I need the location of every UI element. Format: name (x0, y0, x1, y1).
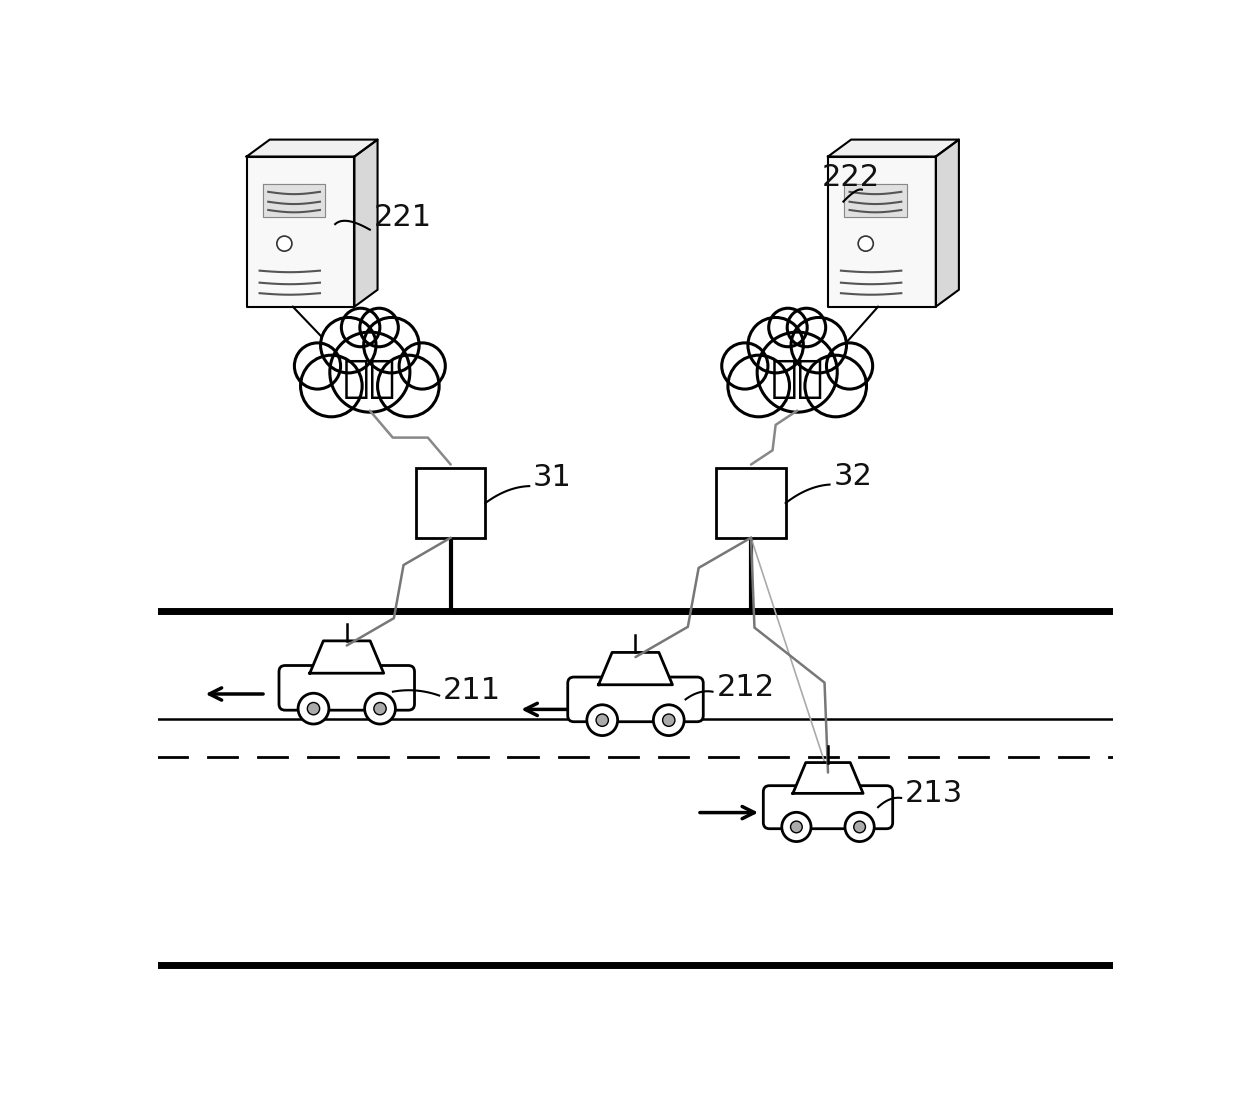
Circle shape (748, 317, 804, 373)
Text: 222: 222 (822, 162, 880, 191)
Circle shape (373, 703, 386, 715)
Circle shape (300, 355, 362, 417)
Circle shape (399, 342, 445, 389)
Circle shape (769, 308, 807, 347)
Circle shape (330, 332, 410, 413)
Circle shape (277, 236, 291, 251)
Text: 31: 31 (533, 463, 572, 493)
Circle shape (826, 342, 873, 389)
Circle shape (341, 308, 379, 347)
FancyBboxPatch shape (568, 677, 703, 722)
Polygon shape (247, 140, 377, 157)
Circle shape (858, 236, 873, 251)
Polygon shape (247, 157, 355, 307)
Circle shape (791, 317, 847, 373)
Text: 221: 221 (373, 202, 432, 231)
Text: 32: 32 (833, 461, 872, 490)
Polygon shape (844, 183, 906, 217)
Circle shape (791, 821, 802, 833)
Circle shape (377, 355, 439, 417)
Polygon shape (599, 653, 672, 685)
Text: 网络: 网络 (343, 357, 397, 400)
Polygon shape (936, 140, 959, 307)
Bar (417, 468, 485, 538)
Polygon shape (355, 140, 377, 307)
Circle shape (587, 705, 618, 735)
Bar (717, 468, 786, 538)
Circle shape (298, 693, 329, 724)
Text: 212: 212 (717, 673, 775, 702)
Circle shape (321, 317, 376, 373)
Circle shape (854, 821, 866, 833)
Circle shape (308, 703, 320, 715)
Circle shape (363, 317, 419, 373)
Circle shape (722, 342, 768, 389)
Circle shape (653, 705, 684, 735)
Polygon shape (310, 641, 383, 673)
Circle shape (596, 714, 609, 726)
Text: 211: 211 (443, 676, 501, 705)
Polygon shape (828, 140, 959, 157)
Circle shape (360, 308, 398, 347)
Circle shape (758, 332, 837, 413)
Circle shape (805, 355, 867, 417)
Circle shape (781, 812, 811, 842)
Circle shape (844, 812, 874, 842)
Circle shape (294, 342, 341, 389)
Circle shape (787, 308, 826, 347)
Text: 213: 213 (905, 778, 963, 807)
Circle shape (728, 355, 790, 417)
Circle shape (662, 714, 675, 726)
Polygon shape (828, 157, 936, 307)
Polygon shape (263, 183, 325, 217)
Circle shape (365, 693, 396, 724)
FancyBboxPatch shape (764, 786, 893, 828)
Text: 网络: 网络 (770, 357, 823, 400)
Polygon shape (792, 763, 863, 793)
FancyBboxPatch shape (279, 665, 414, 711)
